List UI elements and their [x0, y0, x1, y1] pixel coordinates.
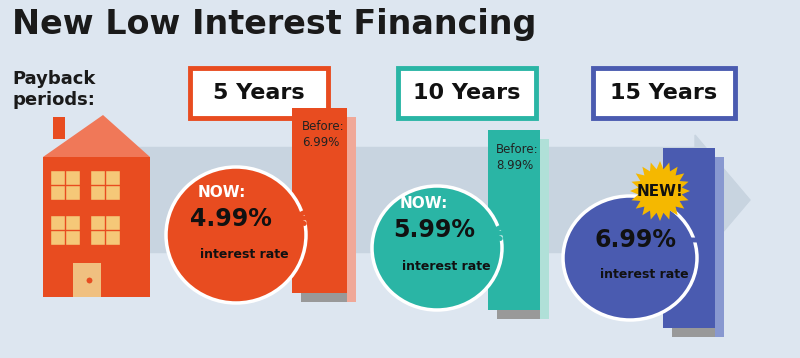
FancyBboxPatch shape [593, 68, 735, 118]
Text: Payback
periods:: Payback periods: [12, 70, 95, 109]
Ellipse shape [563, 196, 697, 320]
FancyBboxPatch shape [301, 117, 356, 302]
FancyBboxPatch shape [347, 117, 356, 302]
FancyBboxPatch shape [90, 170, 120, 200]
Text: Before:
8.99%: Before: 8.99% [496, 143, 538, 171]
FancyBboxPatch shape [672, 157, 724, 337]
FancyBboxPatch shape [73, 263, 101, 297]
FancyBboxPatch shape [497, 139, 549, 319]
Polygon shape [630, 161, 690, 221]
Ellipse shape [372, 186, 502, 310]
Text: NOW:: NOW: [400, 196, 448, 211]
Polygon shape [43, 115, 150, 157]
FancyArrow shape [70, 135, 750, 265]
FancyBboxPatch shape [398, 68, 536, 118]
Ellipse shape [166, 167, 306, 303]
FancyBboxPatch shape [53, 117, 65, 139]
FancyBboxPatch shape [540, 139, 549, 319]
Text: 5.99%: 5.99% [393, 218, 475, 242]
Text: interest rate: interest rate [600, 268, 689, 281]
Text: 6.99%: 6.99% [595, 228, 677, 252]
Text: NEW!: NEW! [637, 184, 683, 198]
FancyBboxPatch shape [50, 215, 80, 245]
Text: 4.99%: 4.99% [190, 207, 272, 231]
FancyBboxPatch shape [488, 130, 540, 310]
Text: 10 Years: 10 Years [414, 83, 521, 103]
Text: NOW:: NOW: [198, 185, 246, 200]
FancyBboxPatch shape [715, 157, 724, 337]
Text: interest rate: interest rate [200, 248, 289, 261]
Text: New Low Interest Financing: New Low Interest Financing [12, 8, 536, 41]
FancyBboxPatch shape [190, 68, 328, 118]
FancyBboxPatch shape [43, 157, 150, 297]
FancyBboxPatch shape [50, 170, 80, 200]
Text: 5 Years: 5 Years [213, 83, 305, 103]
Text: 15 Years: 15 Years [610, 83, 718, 103]
FancyBboxPatch shape [90, 215, 120, 245]
FancyBboxPatch shape [292, 108, 347, 293]
FancyBboxPatch shape [663, 148, 715, 328]
Text: Before:
6.99%: Before: 6.99% [302, 120, 345, 149]
Text: interest rate: interest rate [402, 260, 490, 273]
